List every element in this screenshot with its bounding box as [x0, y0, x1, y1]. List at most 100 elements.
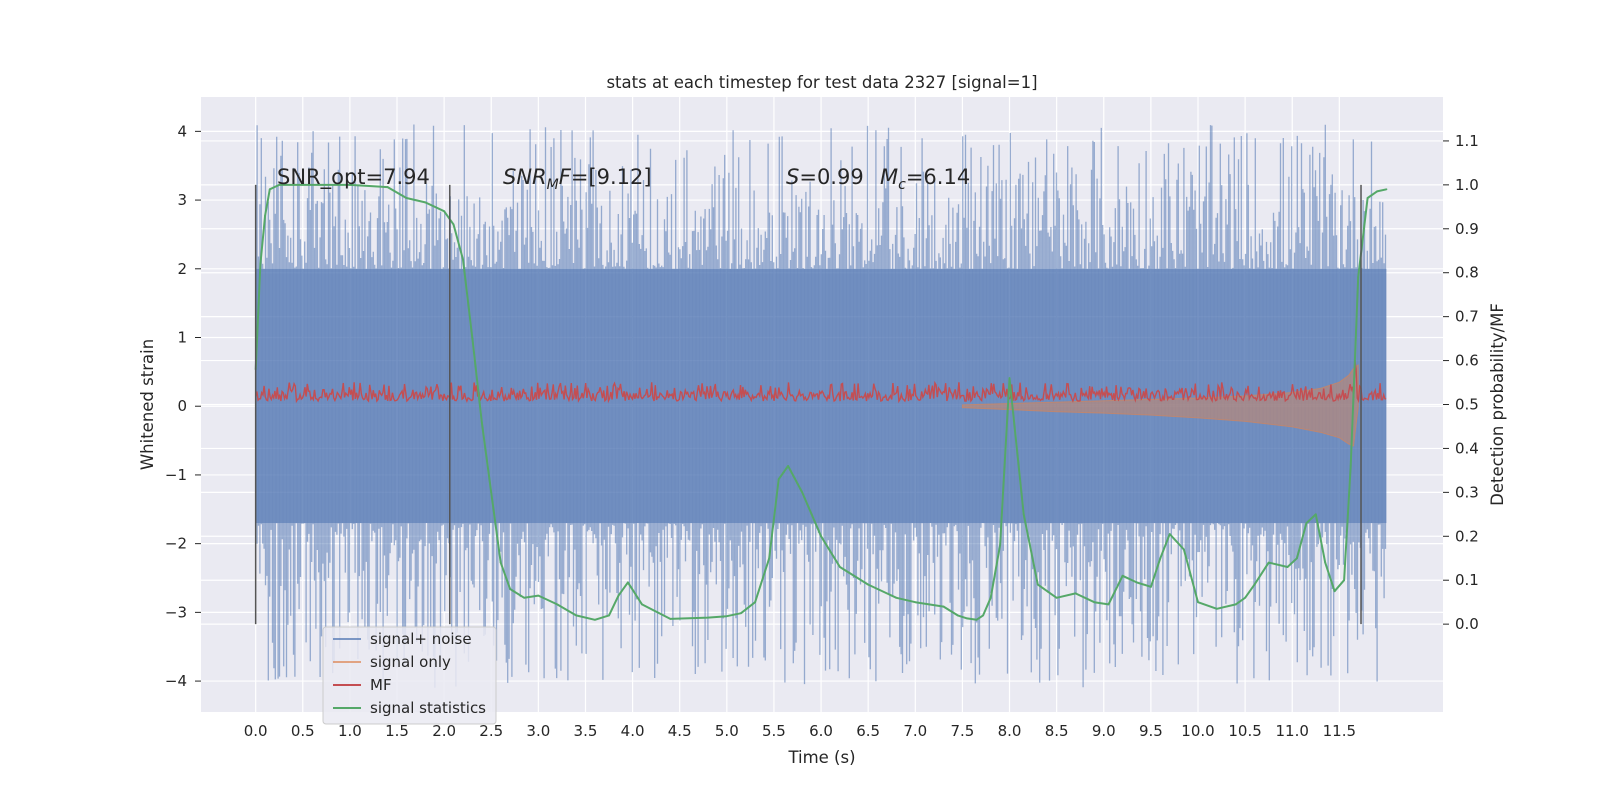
snr-mf-var: SNR	[503, 165, 547, 189]
y-right-tick-label: 0.4	[1455, 439, 1479, 457]
signal-statistics-point	[480, 421, 483, 423]
x-axis-label: Time (s)	[787, 748, 855, 767]
signal-statistics-point	[1324, 561, 1327, 564]
mf-trace	[255, 360, 1387, 404]
signal-statistics-point	[1314, 513, 1317, 516]
signal-statistics-point	[1349, 465, 1352, 467]
signal-statistics-point	[999, 544, 1002, 546]
annotation-s: S=0.99	[786, 165, 864, 189]
y-tick-label: 2	[177, 260, 187, 278]
signal-statistics-point	[1305, 522, 1308, 525]
legend-label: signal+ noise	[370, 630, 472, 648]
signal-statistics-point	[1376, 190, 1378, 193]
x-tick-label: 9.5	[1139, 722, 1163, 740]
signal-statistics-point	[1008, 377, 1011, 380]
x-tick-label: 10.5	[1228, 722, 1261, 740]
legend: signal+ noise signal only MF signal statist…	[322, 626, 497, 725]
signal-statistics-point	[1234, 603, 1237, 606]
series-signal-statistics	[254, 183, 1388, 621]
signal-statistics-point	[777, 478, 780, 481]
signal-statistics-point	[424, 201, 427, 204]
snr-mf-var-tail: F	[559, 165, 572, 189]
signal-statistics-point	[471, 337, 474, 340]
signal-statistics-point	[1168, 533, 1171, 535]
signal-statistics-point	[301, 183, 304, 186]
signal-statistics-point	[593, 618, 596, 621]
signal-statistics-point	[617, 594, 620, 597]
x-tick-label: 10.0	[1181, 722, 1214, 740]
y-right-tick-label: 0.8	[1455, 264, 1479, 282]
x-tick-label: 0.5	[291, 722, 315, 740]
signal-statistics-point	[641, 603, 643, 606]
signal-statistics-point	[1022, 513, 1025, 516]
signal-statistics-point	[1182, 548, 1185, 551]
series-signal-only	[961, 364, 1359, 447]
legend-label: signal only	[370, 653, 451, 671]
y-right-tick-label: 1.0	[1455, 176, 1479, 194]
signal-statistics-point	[1159, 557, 1162, 560]
signal-statistics-point	[1215, 607, 1218, 610]
signal-statistics-point	[386, 186, 389, 188]
y-tick-label: 4	[177, 122, 187, 140]
signal-statistics-point	[1036, 583, 1039, 586]
mc-value: =6.14	[906, 165, 970, 189]
signal-statistics-point	[1107, 603, 1110, 606]
y-tick-label: 3	[177, 191, 187, 209]
chart-title: stats at each timestep for test data 232…	[606, 73, 1037, 92]
y-axis-label: Whitened strain	[138, 339, 157, 470]
y-right-tick-label: 0.6	[1455, 352, 1479, 370]
signal-statistics-point	[1296, 557, 1298, 560]
signal-statistics-point	[1253, 583, 1256, 586]
axes: 0.0 0.5 1.0 1.5 2.0 2.5 3.0 3.5 4.0 4.5 5.0 5.5 6.0 6…	[165, 122, 1479, 740]
signal-statistics-point	[740, 612, 742, 615]
signal-statistics-point	[839, 566, 841, 568]
signal-statistics-point	[867, 583, 870, 586]
signal-statistics-point	[556, 603, 559, 606]
signal-statistics-point	[1244, 596, 1247, 599]
x-tick-label: 11.0	[1276, 722, 1309, 740]
x-tick-label: 6.5	[856, 722, 880, 740]
signal-statistics-point	[966, 617, 969, 620]
annotation-snr-mf: SNRMF=[9.12]	[503, 165, 652, 193]
x-tick-label: 3.5	[574, 722, 598, 740]
signal-statistics-point	[1385, 188, 1388, 191]
y-tick-label: −1	[165, 466, 187, 484]
y-right-tick-label: 0.9	[1455, 220, 1479, 238]
signal-statistics-point	[1149, 585, 1152, 588]
x-tick-label: 9.0	[1092, 722, 1116, 740]
signal-statistics-point	[490, 491, 493, 494]
snr-mf-value: =[9.12]	[571, 165, 652, 189]
y-right-tick-label: 0.5	[1455, 396, 1479, 414]
s-var: S	[786, 165, 799, 189]
signal-statistics-point	[975, 618, 978, 621]
signal-statistics-point	[348, 183, 351, 186]
signal-statistics-point	[264, 214, 266, 217]
y-tick-label: −2	[165, 535, 187, 553]
signal-statistics-point	[820, 535, 822, 538]
signal-statistics-point	[1267, 561, 1270, 564]
signal-statistics-point	[259, 263, 262, 265]
y-tick-label: 0	[177, 397, 187, 415]
x-tick-label: 8.5	[1045, 722, 1069, 740]
x-tick-label: 7.5	[950, 722, 974, 740]
signal-statistics-point	[1093, 601, 1096, 604]
signal-statistics-point	[895, 596, 898, 599]
s-value: =0.99	[799, 165, 863, 189]
series-mf	[255, 360, 1387, 404]
signal-statistics-point	[575, 614, 577, 617]
legend-box	[322, 626, 497, 725]
y-tick-label: −3	[165, 603, 187, 621]
signal-statistics-point	[1074, 592, 1077, 595]
signal-statistics-point	[452, 223, 455, 226]
signal-statistics-point	[982, 614, 985, 617]
signal-statistics-point	[608, 614, 610, 617]
signal-statistics-point	[626, 581, 629, 584]
signal-statistics-point	[1357, 276, 1360, 279]
x-tick-label: 2.0	[432, 722, 456, 740]
x-tick-label: 1.0	[338, 722, 362, 740]
signal-statistics-point	[1121, 574, 1124, 577]
signal-statistics-point	[462, 258, 464, 261]
signal-statistics-point	[509, 588, 511, 590]
